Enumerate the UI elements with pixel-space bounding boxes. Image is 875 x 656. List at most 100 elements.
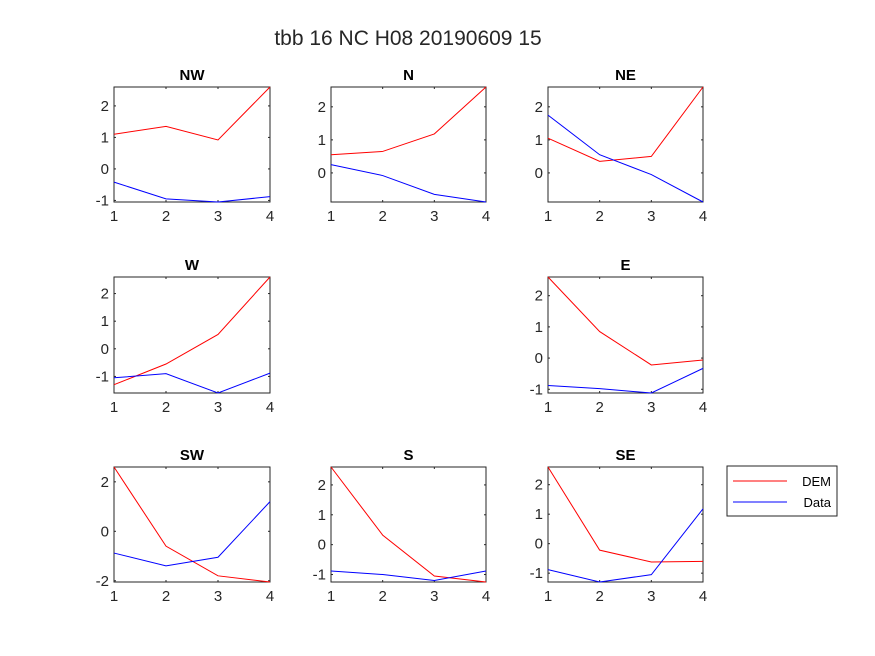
series-line-data-s bbox=[330, 570, 487, 582]
x-tick-label: 3 bbox=[647, 399, 655, 416]
figure-title: tbb 16 NC H08 20190609 15 bbox=[274, 27, 541, 50]
y-tick-label: 0 bbox=[535, 350, 543, 367]
y-tick-label: -1 bbox=[530, 565, 543, 582]
subplot-n: N 1 2 3 4 0 1 2 bbox=[318, 67, 491, 225]
axes-box-se bbox=[547, 466, 704, 583]
y-tick-label: -2 bbox=[96, 573, 109, 590]
subplot-title-ne: NE bbox=[615, 67, 636, 84]
y-tick-label: 1 bbox=[101, 313, 109, 330]
x-tick-label: 1 bbox=[544, 399, 552, 416]
series-line-data-nw bbox=[113, 181, 271, 203]
axes-box-e bbox=[547, 276, 704, 394]
series-line-data-sw bbox=[113, 501, 271, 567]
subplot-nw: NW 1 2 3 4 -1 0 1 2 bbox=[96, 67, 275, 225]
subplot-title-nw: NW bbox=[180, 67, 206, 84]
y-tick-label: 2 bbox=[535, 99, 543, 116]
x-tick-label: 3 bbox=[214, 399, 222, 416]
subplot-title-n: N bbox=[403, 67, 414, 84]
y-tick-label: 1 bbox=[535, 132, 543, 149]
y-tick-label: -1 bbox=[313, 567, 326, 584]
y-tick-label: 2 bbox=[318, 477, 326, 494]
legend-label-dem: DEM bbox=[802, 474, 831, 489]
x-tick-label: 4 bbox=[482, 208, 490, 225]
x-tick-label: 4 bbox=[266, 399, 274, 416]
legend-box bbox=[726, 465, 838, 517]
x-tick-label: 2 bbox=[595, 588, 603, 605]
subplot-title-s: S bbox=[403, 447, 413, 464]
series-line-data-ne bbox=[547, 114, 704, 203]
legend: DEM Data bbox=[726, 465, 838, 517]
y-tick-label: -1 bbox=[96, 192, 109, 209]
series-line-data-w bbox=[113, 372, 271, 394]
y-tick-label: 1 bbox=[535, 319, 543, 336]
axes-box-n bbox=[330, 86, 487, 203]
x-tick-label: 1 bbox=[110, 399, 118, 416]
subplot-title-w: W bbox=[185, 257, 200, 274]
y-tick-label: 2 bbox=[535, 288, 543, 305]
series-line-dem-w bbox=[113, 276, 271, 386]
y-tick-label: 0 bbox=[318, 537, 326, 554]
x-tick-label: 1 bbox=[327, 208, 335, 225]
subplot-title-sw: SW bbox=[180, 447, 205, 464]
x-tick-label: 1 bbox=[327, 588, 335, 605]
y-tick-label: 1 bbox=[318, 507, 326, 524]
series-line-data-e bbox=[547, 367, 704, 394]
subplot-w: W 1 2 3 4 -1 0 1 2 bbox=[96, 257, 275, 416]
x-tick-label: 2 bbox=[595, 399, 603, 416]
x-tick-label: 3 bbox=[214, 208, 222, 225]
axes-box-s bbox=[330, 466, 487, 583]
x-tick-label: 1 bbox=[544, 208, 552, 225]
x-tick-label: 2 bbox=[595, 208, 603, 225]
x-tick-label: 4 bbox=[266, 588, 274, 605]
subplot-e: E 1 2 3 4 -1 0 1 2 bbox=[530, 257, 708, 416]
series-line-dem-e bbox=[547, 276, 704, 366]
series-line-dem-ne bbox=[547, 86, 704, 162]
y-tick-label: -1 bbox=[530, 381, 543, 398]
subplot-grid: NW 1 2 3 4 -1 0 1 2 N 1 2 3 4 0 1 2 NE 1 2 3 4 0 1 2 W 1 2 3 4 -1 0 1 2 E 1… bbox=[96, 67, 708, 605]
axes-box-sw bbox=[113, 466, 271, 583]
series-line-dem-nw bbox=[113, 86, 271, 141]
axes-box-nw bbox=[113, 86, 271, 203]
x-tick-label: 4 bbox=[266, 208, 274, 225]
subplot-title-e: E bbox=[620, 257, 630, 274]
subplot-s: S 1 2 3 4 -1 0 1 2 bbox=[313, 447, 491, 605]
x-tick-label: 3 bbox=[214, 588, 222, 605]
y-tick-label: 1 bbox=[535, 506, 543, 523]
series-line-dem-n bbox=[330, 86, 487, 156]
y-tick-label: 1 bbox=[101, 129, 109, 146]
series-line-dem-se bbox=[547, 466, 704, 563]
series-line-dem-sw bbox=[113, 466, 271, 583]
subplot-se: SE 1 2 3 4 -1 0 1 2 bbox=[530, 447, 708, 605]
series-line-data-se bbox=[547, 508, 704, 583]
x-tick-label: 1 bbox=[110, 588, 118, 605]
x-tick-label: 2 bbox=[162, 399, 170, 416]
x-tick-label: 4 bbox=[699, 588, 707, 605]
x-tick-label: 2 bbox=[162, 588, 170, 605]
y-tick-label: 0 bbox=[535, 536, 543, 553]
legend-label-data: Data bbox=[804, 495, 832, 510]
y-tick-label: -1 bbox=[96, 368, 109, 385]
x-tick-label: 4 bbox=[482, 588, 490, 605]
y-tick-label: 2 bbox=[101, 286, 109, 303]
x-tick-label: 3 bbox=[430, 208, 438, 225]
x-tick-label: 2 bbox=[378, 208, 386, 225]
y-tick-label: 0 bbox=[101, 523, 109, 540]
x-tick-label: 3 bbox=[647, 208, 655, 225]
y-tick-label: 0 bbox=[101, 341, 109, 358]
y-tick-label: 0 bbox=[535, 165, 543, 182]
y-tick-label: 2 bbox=[101, 474, 109, 491]
y-tick-label: 2 bbox=[535, 477, 543, 494]
x-tick-label: 4 bbox=[699, 399, 707, 416]
series-line-data-n bbox=[330, 164, 487, 203]
subplot-title-se: SE bbox=[615, 447, 635, 464]
axes-box-ne bbox=[547, 86, 704, 203]
subplot-ne: NE 1 2 3 4 0 1 2 bbox=[535, 67, 708, 225]
axes-box-w bbox=[113, 276, 271, 394]
y-tick-label: 2 bbox=[318, 99, 326, 116]
series-line-dem-s bbox=[330, 466, 487, 583]
y-tick-label: 2 bbox=[101, 98, 109, 115]
y-tick-label: 0 bbox=[101, 161, 109, 178]
x-tick-label: 1 bbox=[110, 208, 118, 225]
y-tick-label: 0 bbox=[318, 165, 326, 182]
